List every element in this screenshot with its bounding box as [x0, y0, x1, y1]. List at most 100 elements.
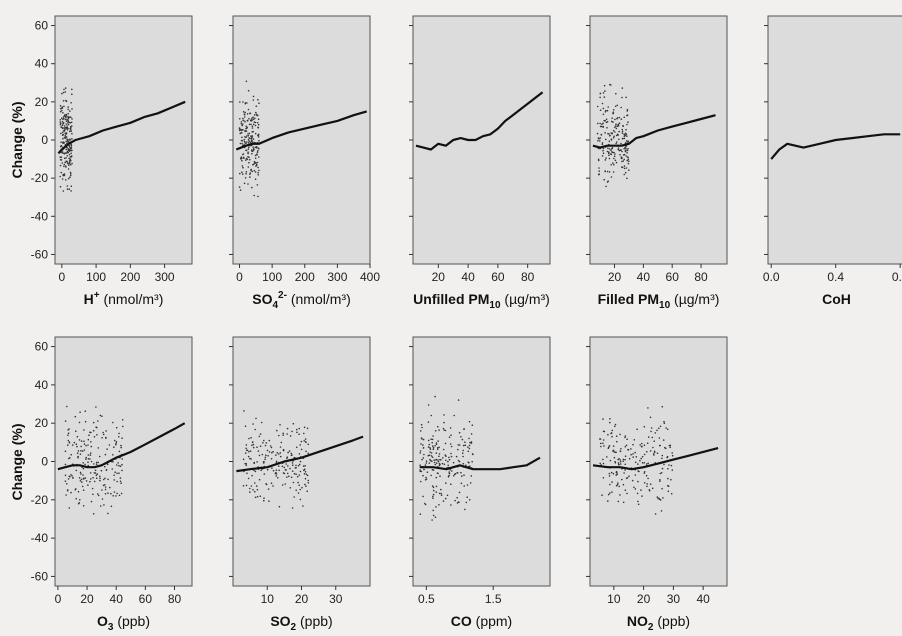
scatter-point [298, 484, 301, 487]
scatter-point [69, 176, 71, 178]
scatter-point [613, 163, 615, 166]
scatter-point [615, 123, 617, 125]
scatter-point [254, 157, 257, 159]
scatter-point [245, 135, 248, 137]
scatter-point [256, 114, 258, 117]
scatter-point [62, 190, 65, 192]
scatter-point [306, 474, 309, 477]
scatter-point [63, 127, 66, 129]
scatter-point [271, 467, 273, 469]
scatter-point [255, 417, 257, 420]
scatter-point [246, 113, 249, 115]
x-tick-label: 100 [262, 270, 282, 284]
scatter-point [76, 452, 79, 455]
scatter-point [90, 445, 93, 448]
scatter-point [602, 439, 605, 441]
scatter-point [619, 461, 622, 463]
scatter-point [626, 123, 628, 126]
scatter-point [67, 434, 69, 437]
scatter-point [90, 500, 93, 503]
scatter-point [643, 453, 646, 456]
scatter-point [653, 451, 656, 454]
scatter-point [102, 433, 105, 436]
scatter-point [432, 445, 434, 447]
scatter-point [461, 475, 463, 477]
scatter-point [599, 125, 602, 128]
scatter-point [85, 458, 87, 460]
scatter-point [246, 102, 248, 104]
scatter-point [59, 107, 62, 110]
y-tick-label: 40 [35, 57, 49, 71]
scatter-point [619, 149, 622, 151]
scatter-point [295, 464, 297, 467]
scatter-point [254, 162, 256, 164]
scatter-point [643, 425, 646, 428]
scatter-point [628, 475, 630, 478]
panel-frame [589, 336, 728, 587]
scatter-point [81, 485, 84, 488]
scatter-point [248, 123, 251, 126]
x-axis-label: SO42- (nmol/m³) [252, 290, 350, 311]
scatter-point [420, 470, 423, 473]
scatter-point [87, 454, 90, 456]
scatter-point [306, 427, 309, 430]
scatter-point [621, 130, 624, 133]
scatter-point [249, 141, 252, 144]
scatter-point [615, 435, 618, 438]
scatter-point [64, 91, 67, 93]
scatter-point [626, 177, 628, 180]
scatter-point [666, 456, 668, 459]
scatter-point [421, 426, 423, 429]
scatter-point [641, 495, 643, 497]
scatter-point [670, 492, 673, 495]
scatter-point [250, 485, 253, 487]
scatter-point [268, 439, 271, 442]
scatter-point [615, 161, 618, 164]
scatter-point [254, 178, 257, 180]
scatter-point [241, 123, 244, 125]
scatter-point [257, 147, 259, 149]
scatter-point [245, 447, 247, 450]
scatter-point [438, 464, 441, 467]
scatter-point [110, 505, 113, 508]
scatter-point [260, 421, 263, 424]
scatter-point [615, 92, 617, 95]
scatter-point [85, 480, 88, 482]
scatter-point [291, 507, 294, 509]
scatter-point [256, 121, 259, 124]
scatter-point [651, 487, 654, 490]
scatter-point [94, 469, 97, 472]
scatter-point [70, 491, 72, 494]
scatter-point [66, 146, 68, 149]
scatter-point [245, 444, 248, 446]
scatter-point [62, 116, 65, 118]
scatter-point [658, 498, 661, 501]
scatter-point [121, 419, 124, 421]
x-tick-label: 0.0 [763, 270, 780, 284]
scatter-point [121, 458, 123, 460]
scatter-point [450, 445, 453, 448]
scatter-point [109, 486, 111, 489]
series-line [57, 422, 186, 471]
scatter-point [297, 481, 299, 484]
scatter-point [430, 474, 432, 477]
scatter-point [60, 141, 62, 143]
scatter-point [259, 445, 262, 448]
scatter-point [612, 162, 614, 164]
scatter-point [616, 472, 618, 474]
scatter-point [611, 491, 613, 493]
scatter-point [448, 472, 451, 475]
scatter-point [640, 489, 642, 491]
scatter-point [465, 501, 468, 504]
scatter-point [243, 138, 245, 141]
scatter-point [68, 116, 71, 118]
scatter-point [66, 129, 69, 131]
scatter-point [626, 149, 629, 152]
series-line [419, 456, 541, 471]
scatter-point [69, 110, 71, 112]
scatter-point [458, 491, 461, 494]
scatter-point [250, 149, 253, 151]
scatter-point [303, 432, 305, 435]
scatter-point [65, 160, 68, 162]
scatter-point [616, 125, 619, 127]
